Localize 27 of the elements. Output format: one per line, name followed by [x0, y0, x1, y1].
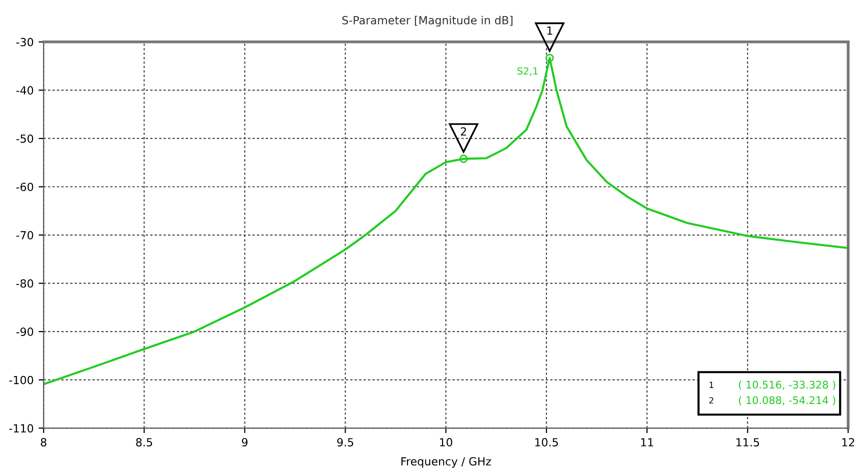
x-tick-label: 10.5 [535, 438, 558, 446]
x-tick-label: 9 [242, 438, 248, 446]
y-tick-label: -100 [9, 376, 34, 384]
y-tick-label: -110 [9, 424, 34, 433]
x-tick-label: 8.5 [136, 438, 152, 446]
text: 2 [709, 397, 714, 404]
x-tick-label: 11 [641, 438, 654, 446]
y-tick-label: -30 [16, 38, 34, 46]
x-tick-label: 8 [40, 438, 46, 446]
x-tick-label: 12 [842, 438, 854, 446]
chart-title: S-Parameter [Magnitude in dB] [342, 16, 512, 27]
annotation: ( 10.088, -54.214 ) [738, 396, 836, 406]
y-tick-label: -80 [16, 279, 34, 288]
text: 1 [710, 382, 714, 388]
y-tick-label: -60 [16, 182, 34, 192]
annotation: 1 [547, 26, 552, 35]
y-tick-label: -50 [16, 134, 34, 143]
x-tick-label: 11.5 [736, 438, 759, 446]
y-tick-label: -40 [16, 86, 34, 95]
x-axis-title: Frequency / GHz [401, 457, 491, 468]
annotation: 2 [460, 127, 466, 136]
x-tick-label: 10 [440, 438, 452, 446]
y-tick-label: -90 [16, 328, 34, 336]
y-tick-label: -70 [16, 231, 34, 240]
series-label: S2,1 [518, 67, 538, 76]
x-tick-label: 9.5 [337, 438, 354, 446]
annotation: ( 10.516, -33.328 ) [738, 380, 836, 390]
